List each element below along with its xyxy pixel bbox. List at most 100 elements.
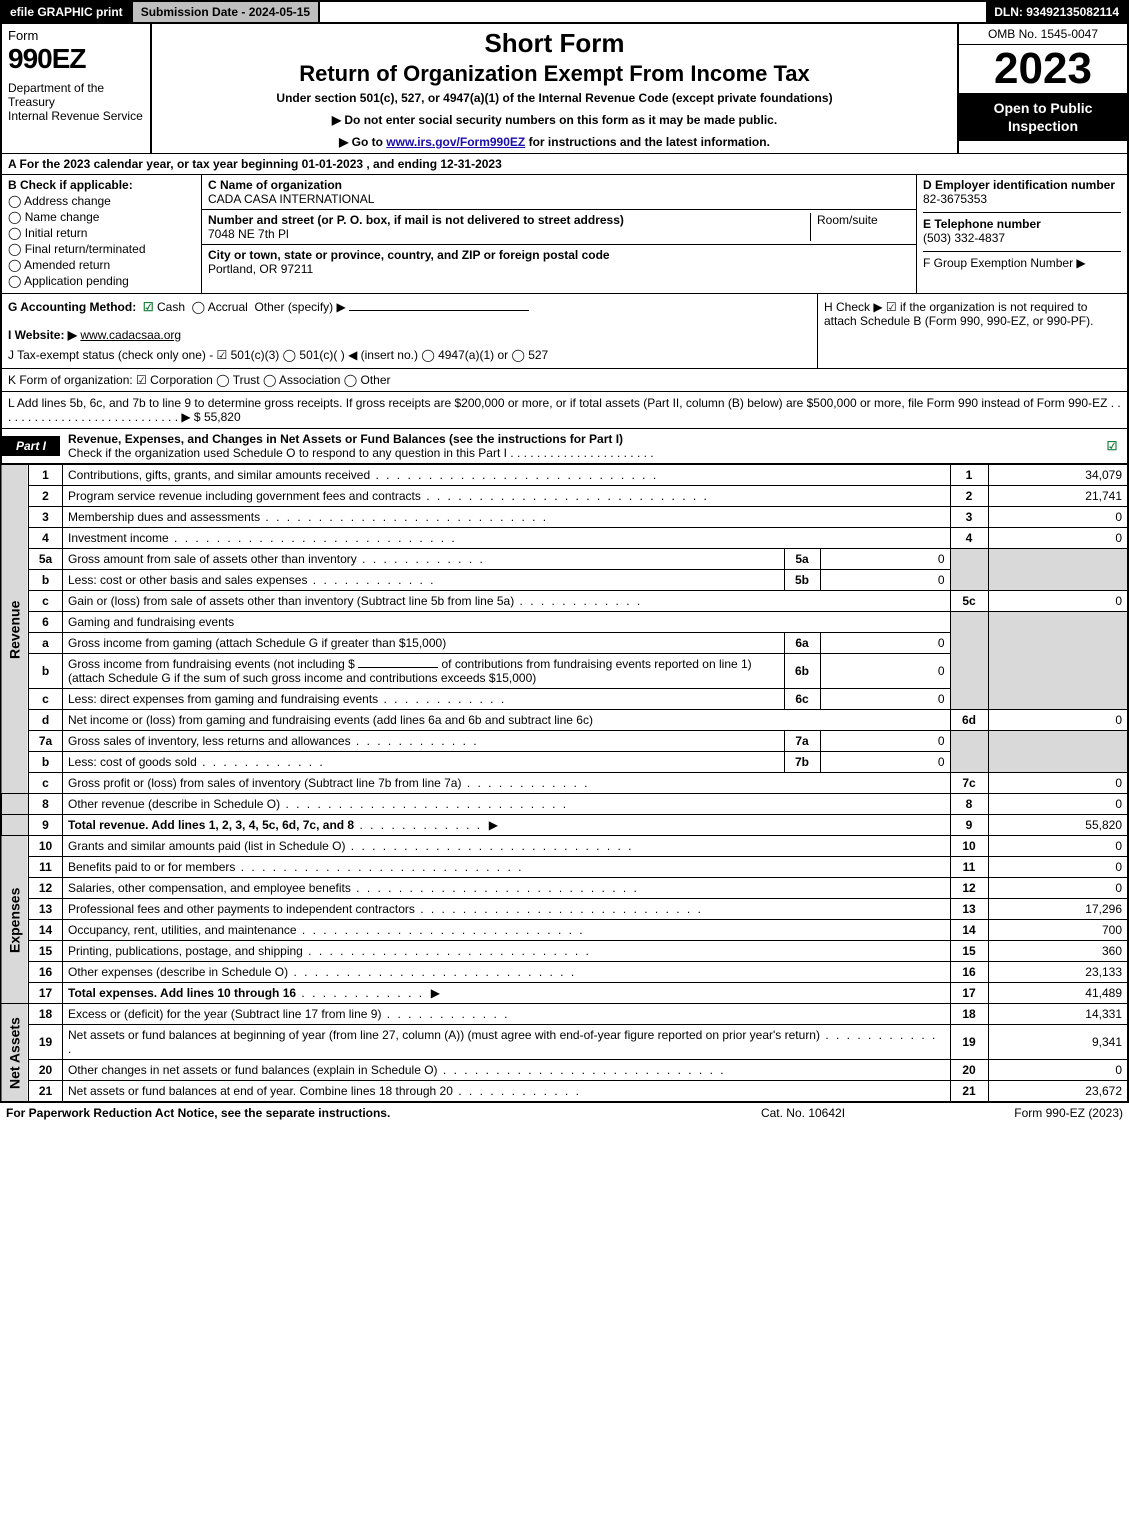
l19-val: 9,341: [988, 1025, 1128, 1060]
chk-initial[interactable]: ◯ Initial return: [8, 226, 195, 240]
l7b-num: b: [29, 752, 63, 773]
city-cell: City or town, state or province, country…: [202, 245, 916, 279]
l5c-num: c: [29, 591, 63, 612]
irs-link[interactable]: www.irs.gov/Form990EZ: [386, 135, 525, 149]
tel-label: E Telephone number: [923, 217, 1041, 231]
l6b-num: b: [29, 654, 63, 689]
l2-num: 2: [29, 486, 63, 507]
l10-val: 0: [988, 836, 1128, 857]
l6a-subval: 0: [820, 633, 950, 654]
street-label: Number and street (or P. O. box, if mail…: [208, 213, 624, 227]
l6b-sublbl: 6b: [784, 654, 820, 689]
col-DEF: D Employer identification number 82-3675…: [917, 175, 1127, 293]
part-i-check[interactable]: ☑: [1097, 439, 1127, 453]
part-i-title: Revenue, Expenses, and Changes in Net As…: [60, 429, 1097, 463]
chk-address-change[interactable]: ◯ Address change: [8, 194, 195, 208]
l6a-sublbl: 6a: [784, 633, 820, 654]
col-B: B Check if applicable: ◯ Address change …: [2, 175, 202, 293]
header-right: OMB No. 1545-0047 2023 Open to Public In…: [957, 24, 1127, 153]
l3-desc: Membership dues and assessments: [63, 507, 951, 528]
l7c-val: 0: [988, 773, 1128, 794]
l5c-rlbl: 5c: [950, 591, 988, 612]
l8-num: 8: [29, 794, 63, 815]
l13-val: 17,296: [988, 899, 1128, 920]
l7a-num: 7a: [29, 731, 63, 752]
l18-num: 18: [29, 1004, 63, 1025]
dln: DLN: 93492135082114: [986, 2, 1127, 22]
chk-pending[interactable]: ◯ Application pending: [8, 274, 195, 288]
G-accrual[interactable]: Accrual: [208, 300, 248, 314]
footer-left: For Paperwork Reduction Act Notice, see …: [6, 1106, 703, 1120]
l7b-sublbl: 7b: [784, 752, 820, 773]
chk-name-change[interactable]: ◯ Name change: [8, 210, 195, 224]
rev-spacer: [1, 794, 29, 815]
website-link[interactable]: www.cadacsaa.org: [80, 328, 181, 342]
l10-desc: Grants and similar amounts paid (list in…: [63, 836, 951, 857]
street-cell: Number and street (or P. O. box, if mail…: [202, 210, 916, 245]
l6c-sublbl: 6c: [784, 689, 820, 710]
telephone: (503) 332-4837: [923, 231, 1005, 245]
l3-val: 0: [988, 507, 1128, 528]
l6a-desc: Gross income from gaming (attach Schedul…: [63, 633, 785, 654]
l7-shade2: [988, 731, 1128, 773]
arrow2-pre: ▶ Go to: [339, 135, 386, 149]
city: Portland, OR 97211: [208, 262, 313, 276]
chk-amended[interactable]: ◯ Amended return: [8, 258, 195, 272]
l11-desc: Benefits paid to or for members: [63, 857, 951, 878]
l12-val: 0: [988, 878, 1128, 899]
G-other[interactable]: Other (specify) ▶: [254, 300, 345, 314]
l6c-desc: Less: direct expenses from gaming and fu…: [63, 689, 785, 710]
l19-desc: Net assets or fund balances at beginning…: [63, 1025, 951, 1060]
l6b-desc: Gross income from fundraising events (no…: [63, 654, 785, 689]
topbar-spacer: [320, 2, 986, 22]
l17-desc: Total expenses. Add lines 10 through 16 …: [63, 983, 951, 1004]
l15-desc: Printing, publications, postage, and shi…: [63, 941, 951, 962]
l7c-num: c: [29, 773, 63, 794]
ein: 82-3675353: [923, 192, 987, 206]
l17-arrow: ▶: [431, 986, 440, 1000]
l6d-rlbl: 6d: [950, 710, 988, 731]
l7c-desc: Gross profit or (loss) from sales of inv…: [63, 773, 951, 794]
l13-rlbl: 13: [950, 899, 988, 920]
l14-rlbl: 14: [950, 920, 988, 941]
arrow2-post: for instructions and the latest informat…: [525, 135, 770, 149]
header-subtitle: Under section 501(c), 527, or 4947(a)(1)…: [162, 91, 947, 105]
l6d-desc: Net income or (loss) from gaming and fun…: [63, 710, 951, 731]
l5ab-shade2: [988, 549, 1128, 591]
l16-rlbl: 16: [950, 962, 988, 983]
l17-rlbl: 17: [950, 983, 988, 1004]
arrow-line-1: ▶ Do not enter social security numbers o…: [162, 113, 947, 127]
line-I: I Website: ▶ www.cadacsaa.org: [8, 328, 811, 342]
l18-desc: Excess or (deficit) for the year (Subtra…: [63, 1004, 951, 1025]
l17-val: 41,489: [988, 983, 1128, 1004]
efile-print[interactable]: efile GRAPHIC print: [2, 2, 133, 22]
l21-rlbl: 21: [950, 1081, 988, 1102]
l20-rlbl: 20: [950, 1060, 988, 1081]
line-G: G Accounting Method: ☑ Cash ◯ Accrual Ot…: [8, 300, 811, 314]
l15-rlbl: 15: [950, 941, 988, 962]
opt-pending: Application pending: [24, 274, 129, 288]
l21-num: 21: [29, 1081, 63, 1102]
l15-num: 15: [29, 941, 63, 962]
l12-desc: Salaries, other compensation, and employ…: [63, 878, 951, 899]
l19-num: 19: [29, 1025, 63, 1060]
short-form: Short Form: [162, 28, 947, 59]
chk-cash[interactable]: ☑: [143, 300, 154, 314]
l6-shade1: [950, 612, 988, 710]
l6-desc: Gaming and fundraising events: [63, 612, 951, 633]
l5a-subval: 0: [820, 549, 950, 570]
side-expenses: Expenses: [1, 836, 29, 1004]
l14-num: 14: [29, 920, 63, 941]
l21-desc: Net assets or fund balances at end of ye…: [63, 1081, 951, 1102]
side-net: Net Assets: [1, 1004, 29, 1102]
l7a-subval: 0: [820, 731, 950, 752]
l5c-desc: Gain or (loss) from sale of assets other…: [63, 591, 951, 612]
chk-final[interactable]: ◯ Final return/terminated: [8, 242, 195, 256]
l14-desc: Occupancy, rent, utilities, and maintena…: [63, 920, 951, 941]
l8-val: 0: [988, 794, 1128, 815]
street: 7048 NE 7th Pl: [208, 227, 289, 241]
line-K: K Form of organization: ☑ Corporation ◯ …: [0, 368, 1129, 391]
l7b-desc: Less: cost of goods sold: [63, 752, 785, 773]
l11-rlbl: 11: [950, 857, 988, 878]
l3-rlbl: 3: [950, 507, 988, 528]
